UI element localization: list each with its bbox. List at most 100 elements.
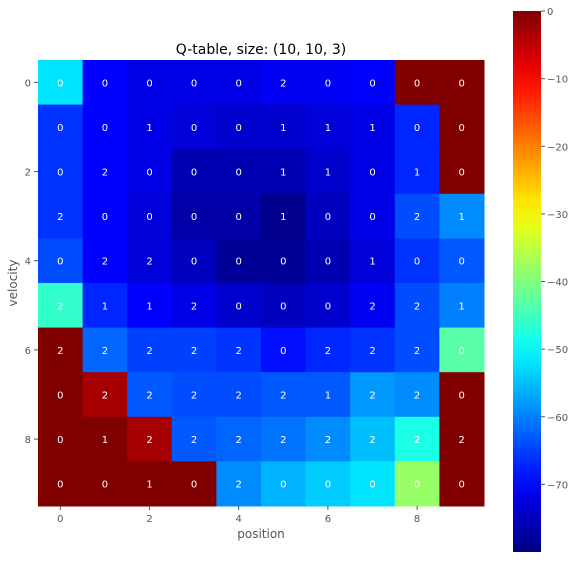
heatmap-cell xyxy=(171,416,217,462)
cell-value-label: 0 xyxy=(191,212,197,223)
colorbar-tick-label: −20 xyxy=(547,142,568,153)
cell-value-label: 2 xyxy=(369,391,375,402)
heatmap-cell xyxy=(439,416,485,462)
cell-value-label: 0 xyxy=(325,78,331,89)
heatmap-cell xyxy=(261,461,307,507)
heatmap-cell xyxy=(350,372,396,418)
cell-value-label: 1 xyxy=(146,301,152,312)
y-axis-label: velocity xyxy=(6,260,20,307)
heatmap-cell xyxy=(350,60,396,106)
cell-value-label: 2 xyxy=(102,391,108,402)
heatmap-cell xyxy=(82,149,128,195)
cell-value-label: 2 xyxy=(102,346,108,357)
heatmap-cell xyxy=(305,327,351,373)
heatmap-cell xyxy=(394,283,440,329)
heatmap-cell xyxy=(127,372,173,418)
cell-value-label: 1 xyxy=(280,168,286,179)
heatmap-cell xyxy=(350,238,396,284)
cell-value-label: 0 xyxy=(102,78,108,89)
cell-value-label: 2 xyxy=(191,435,197,446)
cell-value-label: 0 xyxy=(57,435,63,446)
x-axis: 0 2 4 6 8 xyxy=(57,506,420,525)
cell-value-label: 0 xyxy=(57,168,63,179)
heatmap-cell xyxy=(305,283,351,329)
heatmap-cell xyxy=(216,104,262,150)
cell-value-label: 1 xyxy=(369,123,375,134)
heatmap-cell xyxy=(261,327,307,373)
cell-value-label: 0 xyxy=(102,212,108,223)
heatmap-cells xyxy=(38,60,485,507)
heatmap-cell xyxy=(127,416,173,462)
cell-value-label: 0 xyxy=(459,78,465,89)
cell-value-label: 0 xyxy=(325,257,331,268)
colorbar-tick-label: −50 xyxy=(547,345,568,356)
cell-value-label: 0 xyxy=(369,212,375,223)
y-axis: 0 2 4 6 8 xyxy=(25,78,38,446)
heatmap-cell xyxy=(171,283,217,329)
cell-value-label: 2 xyxy=(102,168,108,179)
heatmap-cell xyxy=(305,149,351,195)
heatmap-cell xyxy=(305,372,351,418)
heatmap-cell xyxy=(127,327,173,373)
heatmap-cell xyxy=(394,149,440,195)
heatmap-cell xyxy=(350,149,396,195)
heatmap-cell xyxy=(216,372,262,418)
x-tick-label: 2 xyxy=(146,514,152,525)
cell-value-label: 1 xyxy=(280,212,286,223)
cell-value-label: 2 xyxy=(414,346,420,357)
cell-value-label: 2 xyxy=(236,346,242,357)
heatmap-cell xyxy=(171,372,217,418)
heatmap-cell xyxy=(394,60,440,106)
heatmap-cell xyxy=(127,60,173,106)
heatmap-cell xyxy=(38,372,84,418)
heatmap-cell xyxy=(305,416,351,462)
cell-value-label: 2 xyxy=(414,435,420,446)
cell-value-label: 0 xyxy=(414,123,420,134)
heatmap-cell xyxy=(394,193,440,239)
cell-value-label: 1 xyxy=(459,301,465,312)
heatmap-cell xyxy=(261,372,307,418)
cell-value-label: 0 xyxy=(325,301,331,312)
cell-value-label: 2 xyxy=(369,301,375,312)
cell-value-label: 2 xyxy=(191,346,197,357)
cell-value-label: 2 xyxy=(146,346,152,357)
heatmap-cell xyxy=(261,104,307,150)
cell-value-label: 0 xyxy=(236,78,242,89)
colorbar-tick-label: −70 xyxy=(547,480,568,491)
heatmap-cell xyxy=(305,193,351,239)
cell-value-label: 0 xyxy=(325,212,331,223)
cell-value-label: 0 xyxy=(236,123,242,134)
cell-value-label: 2 xyxy=(414,212,420,223)
heatmap-cell xyxy=(394,461,440,507)
cell-value-label: 1 xyxy=(102,301,108,312)
heatmap-cell xyxy=(216,60,262,106)
heatmap-cell xyxy=(127,461,173,507)
x-tick-label: 4 xyxy=(236,514,242,525)
heatmap-cell xyxy=(82,104,128,150)
heatmap-cell xyxy=(82,238,128,284)
y-tick-label: 4 xyxy=(25,257,31,268)
cell-value-label: 0 xyxy=(369,168,375,179)
heatmap-cell-labels: 0 0 0 0 0 2 0 0 0 0 0 0 1 0 0 1 1 1 0 0 0 2 0 0 0 1 1 0 1 0 2 0 0 0 0 1 0 0 2 1… xyxy=(57,78,465,490)
x-tick-label: 6 xyxy=(325,514,331,525)
cell-value-label: 2 xyxy=(414,301,420,312)
heatmap-cell xyxy=(261,193,307,239)
heatmap-cell xyxy=(439,149,485,195)
cell-value-label: 2 xyxy=(414,391,420,402)
heatmap-cell xyxy=(38,149,84,195)
heatmap-cell xyxy=(82,283,128,329)
cell-value-label: 0 xyxy=(414,480,420,491)
heatmap-cell xyxy=(350,461,396,507)
colorbar xyxy=(513,11,541,552)
heatmap-cell xyxy=(216,327,262,373)
heatmap-cell xyxy=(261,416,307,462)
cell-value-label: 0 xyxy=(236,212,242,223)
cell-value-label: 2 xyxy=(146,435,152,446)
heatmap-cell xyxy=(38,104,84,150)
heatmap-cell xyxy=(38,193,84,239)
heatmap-cell xyxy=(350,416,396,462)
x-tick-label: 8 xyxy=(414,514,420,525)
cell-value-label: 0 xyxy=(459,480,465,491)
cell-value-label: 0 xyxy=(236,257,242,268)
